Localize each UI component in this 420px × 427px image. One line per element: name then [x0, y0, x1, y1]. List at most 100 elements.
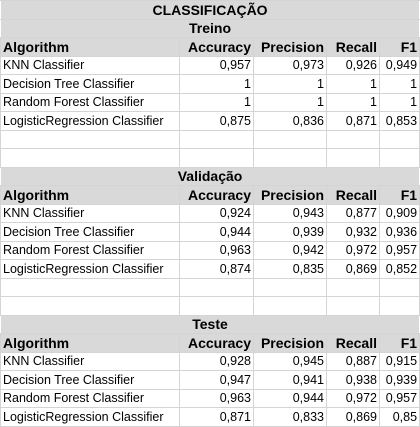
algorithm-cell[interactable]: Random Forest Classifier — [0, 388, 180, 408]
algorithm-cell[interactable]: Decision Tree Classifier — [0, 370, 180, 390]
column-header-precision[interactable]: Precision — [253, 37, 327, 57]
metric-cell[interactable]: 0,915 — [378, 351, 420, 371]
metric-cell[interactable]: 0,928 — [179, 351, 254, 371]
column-header-accuracy[interactable]: Accuracy — [179, 37, 254, 57]
algorithm-cell[interactable]: LogisticRegression Classifier — [0, 407, 180, 427]
column-header-recall[interactable]: Recall — [326, 333, 380, 353]
empty-cell[interactable] — [326, 129, 380, 149]
metric-cell[interactable]: 0,939 — [253, 222, 327, 242]
metric-cell[interactable]: 0,949 — [378, 55, 420, 75]
empty-cell[interactable] — [378, 129, 420, 149]
column-header-accuracy[interactable]: Accuracy — [179, 185, 254, 205]
metric-cell[interactable]: 0,944 — [179, 222, 254, 242]
metric-cell[interactable]: 0,852 — [378, 259, 420, 279]
metric-cell[interactable]: 0,945 — [253, 351, 327, 371]
metric-cell[interactable]: 0,947 — [179, 370, 254, 390]
empty-cell[interactable] — [326, 277, 380, 297]
empty-cell[interactable] — [253, 277, 327, 297]
metric-cell[interactable]: 0,835 — [253, 259, 327, 279]
column-header-f1[interactable]: F1 — [378, 37, 420, 57]
metric-cell[interactable]: 1 — [326, 74, 380, 94]
metric-cell[interactable]: 0,957 — [179, 55, 254, 75]
column-header-row: Algorithm Accuracy Precision Recall F1 — [0, 37, 420, 57]
sheet-title[interactable]: CLASSIFICAÇÃO — [0, 0, 420, 20]
section-title[interactable]: Teste — [0, 314, 420, 334]
metric-cell[interactable]: 0,85 — [378, 407, 420, 427]
metric-cell[interactable]: 0,957 — [378, 240, 420, 260]
empty-cell[interactable] — [326, 296, 380, 316]
column-header-precision[interactable]: Precision — [253, 185, 327, 205]
metric-cell[interactable]: 1 — [179, 74, 254, 94]
metric-cell[interactable]: 0,871 — [179, 407, 254, 427]
algorithm-cell[interactable]: KNN Classifier — [0, 55, 180, 75]
column-header-accuracy[interactable]: Accuracy — [179, 333, 254, 353]
empty-cell[interactable] — [253, 148, 327, 168]
metric-cell[interactable]: 0,936 — [378, 222, 420, 242]
metric-cell[interactable]: 0,833 — [253, 407, 327, 427]
empty-cell[interactable] — [0, 129, 180, 149]
column-header-recall[interactable]: Recall — [326, 37, 380, 57]
metric-cell[interactable]: 0,944 — [253, 388, 327, 408]
metric-cell[interactable]: 0,836 — [253, 111, 327, 131]
algorithm-cell[interactable]: KNN Classifier — [0, 351, 180, 371]
metric-cell[interactable]: 0,939 — [378, 370, 420, 390]
metric-cell[interactable]: 1 — [326, 92, 380, 112]
empty-cell[interactable] — [179, 296, 254, 316]
metric-cell[interactable]: 0,874 — [179, 259, 254, 279]
algorithm-cell[interactable]: LogisticRegression Classifier — [0, 259, 180, 279]
section-title[interactable]: Validação — [0, 166, 420, 186]
empty-cell[interactable] — [253, 296, 327, 316]
metric-cell[interactable]: 0,887 — [326, 351, 380, 371]
algorithm-cell[interactable]: LogisticRegression Classifier — [0, 111, 180, 131]
metric-cell[interactable]: 0,909 — [378, 203, 420, 223]
metric-cell[interactable]: 0,973 — [253, 55, 327, 75]
metric-cell[interactable]: 0,853 — [378, 111, 420, 131]
empty-cell[interactable] — [253, 129, 327, 149]
algorithm-cell[interactable]: KNN Classifier — [0, 203, 180, 223]
metric-cell[interactable]: 0,924 — [179, 203, 254, 223]
metric-cell[interactable]: 0,941 — [253, 370, 327, 390]
metric-cell[interactable]: 0,942 — [253, 240, 327, 260]
column-header-algorithm[interactable]: Algorithm — [0, 37, 180, 57]
column-header-recall[interactable]: Recall — [326, 185, 380, 205]
metric-cell[interactable]: 0,943 — [253, 203, 327, 223]
section-title[interactable]: Treino — [0, 18, 420, 38]
metric-cell[interactable]: 0,869 — [326, 259, 380, 279]
metric-cell[interactable]: 0,957 — [378, 388, 420, 408]
column-header-f1[interactable]: F1 — [378, 185, 420, 205]
algorithm-cell[interactable]: Random Forest Classifier — [0, 92, 180, 112]
empty-cell[interactable] — [378, 277, 420, 297]
empty-cell[interactable] — [0, 296, 180, 316]
metric-cell[interactable]: 1 — [378, 92, 420, 112]
column-header-f1[interactable]: F1 — [378, 333, 420, 353]
metric-cell[interactable]: 1 — [253, 74, 327, 94]
empty-cell[interactable] — [378, 148, 420, 168]
empty-cell[interactable] — [0, 277, 180, 297]
metric-cell[interactable]: 1 — [378, 74, 420, 94]
algorithm-cell[interactable]: Decision Tree Classifier — [0, 74, 180, 94]
metric-cell[interactable]: 0,877 — [326, 203, 380, 223]
metric-cell[interactable]: 0,963 — [179, 240, 254, 260]
metric-cell[interactable]: 0,932 — [326, 222, 380, 242]
metric-cell[interactable]: 0,972 — [326, 388, 380, 408]
metric-cell[interactable]: 0,875 — [179, 111, 254, 131]
algorithm-cell[interactable]: Decision Tree Classifier — [0, 222, 180, 242]
empty-cell[interactable] — [0, 148, 180, 168]
metric-cell[interactable]: 0,869 — [326, 407, 380, 427]
algorithm-cell[interactable]: Random Forest Classifier — [0, 240, 180, 260]
metric-cell[interactable]: 1 — [253, 92, 327, 112]
metric-cell[interactable]: 0,871 — [326, 111, 380, 131]
column-header-algorithm[interactable]: Algorithm — [0, 185, 180, 205]
empty-cell[interactable] — [179, 148, 254, 168]
metric-cell[interactable]: 0,926 — [326, 55, 380, 75]
empty-cell[interactable] — [326, 148, 380, 168]
metric-cell[interactable]: 1 — [179, 92, 254, 112]
column-header-algorithm[interactable]: Algorithm — [0, 333, 180, 353]
empty-cell[interactable] — [378, 296, 420, 316]
metric-cell[interactable]: 0,972 — [326, 240, 380, 260]
metric-cell[interactable]: 0,938 — [326, 370, 380, 390]
empty-cell[interactable] — [179, 129, 254, 149]
metric-cell[interactable]: 0,963 — [179, 388, 254, 408]
column-header-precision[interactable]: Precision — [253, 333, 327, 353]
empty-cell[interactable] — [179, 277, 254, 297]
